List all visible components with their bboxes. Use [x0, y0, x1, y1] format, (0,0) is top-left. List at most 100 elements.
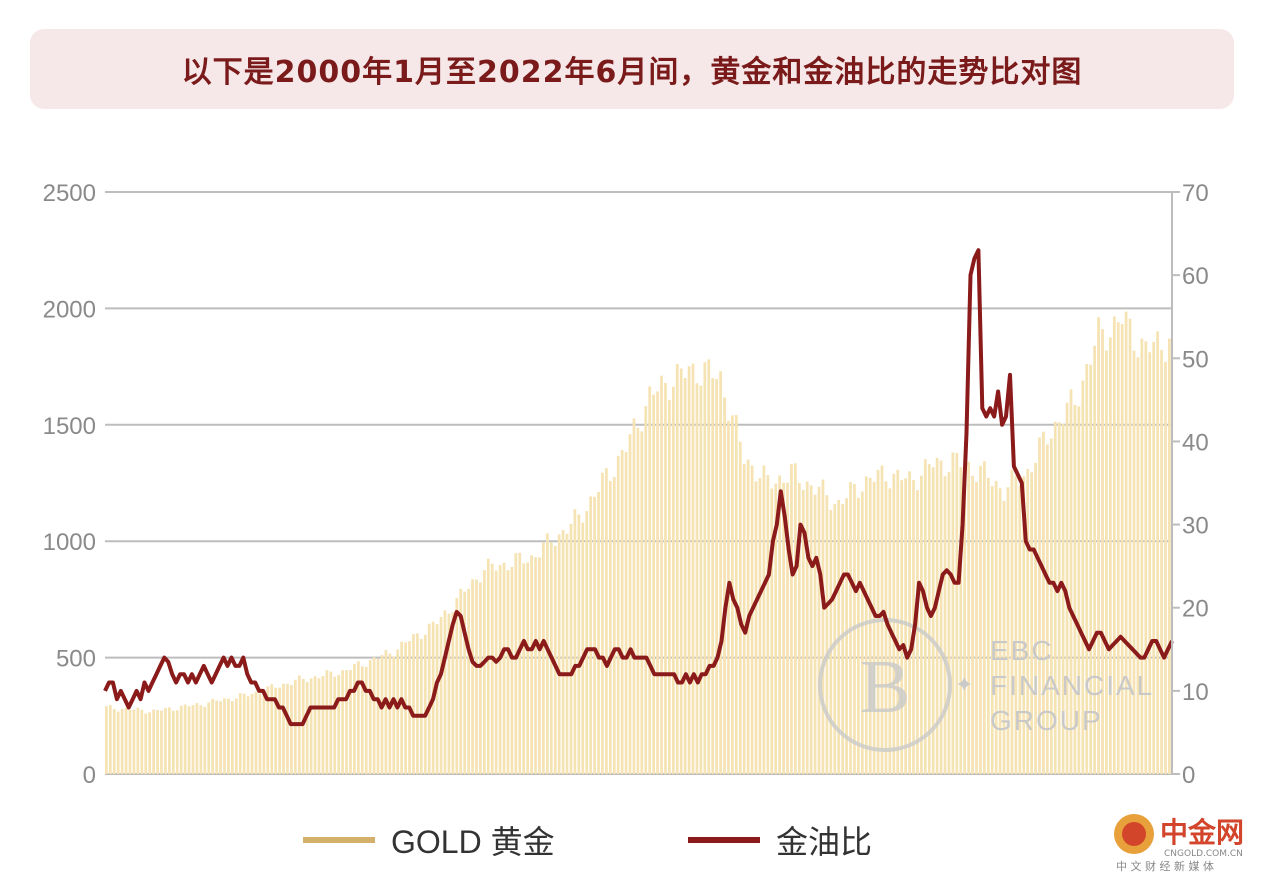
gold-bar	[1105, 350, 1108, 774]
gold-bar	[703, 362, 707, 774]
gold-bar	[329, 671, 333, 774]
gold-bar	[794, 463, 797, 774]
gold-bar	[542, 542, 545, 774]
gold-bar	[577, 514, 581, 774]
gold-bar	[951, 452, 955, 774]
gold-bar	[266, 686, 270, 774]
gold-bar	[262, 692, 266, 774]
gold-bar	[931, 467, 935, 774]
gold-bar	[766, 475, 770, 774]
gold-bar	[715, 378, 719, 774]
gold-bar	[368, 660, 372, 774]
gold-bar	[290, 684, 293, 774]
gold-bar	[486, 558, 490, 774]
gold-bar	[593, 496, 596, 774]
gold-bar	[943, 476, 947, 774]
gold-bar	[1081, 380, 1085, 774]
gold-bar	[534, 557, 537, 774]
gold-bar	[939, 460, 943, 774]
gold-bar	[412, 634, 415, 774]
gold-bar	[1034, 462, 1037, 774]
gold-bar	[983, 461, 986, 774]
gold-bar	[1116, 322, 1120, 774]
gold-bar	[392, 656, 396, 774]
gold-bar	[935, 458, 939, 774]
gold-bar	[959, 467, 963, 774]
gold-bar	[128, 709, 132, 774]
gold-bar	[864, 476, 868, 774]
gold-bar	[971, 475, 974, 774]
gold-bar	[860, 491, 864, 774]
gold-bar	[683, 377, 687, 774]
gold-bar	[105, 706, 108, 774]
gold-bar	[427, 623, 431, 774]
gold-bar	[416, 633, 419, 774]
gold-bar	[605, 468, 608, 774]
gold-bar	[376, 658, 380, 774]
gold-bar	[695, 383, 699, 774]
gold-bar	[979, 465, 982, 774]
gold-bar	[337, 674, 341, 774]
gold-bar	[656, 391, 659, 774]
gold-bar	[203, 706, 207, 774]
left-tick-label: 2500	[43, 180, 96, 207]
gold-bar	[1085, 364, 1089, 774]
gold-bar	[423, 634, 427, 774]
gold-bar	[490, 563, 494, 774]
gold-bar	[711, 378, 715, 774]
gold-bar	[707, 359, 711, 774]
gold-bar	[699, 385, 703, 774]
gold-bar	[857, 497, 860, 774]
gold-bar	[498, 564, 502, 774]
gold-bar	[723, 397, 726, 774]
left-axis: 0 500 1000 1500 2000 2500	[43, 180, 96, 789]
gold-bar	[234, 698, 238, 774]
gold-oil-ratio-line	[103, 248, 1174, 727]
gold-bar	[400, 641, 404, 774]
gold-bar	[754, 481, 758, 774]
gold-bar	[463, 591, 467, 774]
gold-bar	[620, 450, 624, 774]
gold-bar	[136, 707, 140, 774]
gold-bar	[1168, 338, 1171, 774]
gold-bar	[286, 683, 289, 774]
gold-bar	[1069, 389, 1073, 774]
gold-bar	[553, 545, 557, 774]
gold-bar	[164, 707, 167, 774]
gold-bar	[1077, 406, 1081, 774]
gold-bar	[1164, 361, 1167, 774]
gold-bar	[1038, 437, 1041, 774]
gold-bar	[762, 465, 766, 774]
gold-bar	[845, 498, 848, 774]
gold-bar	[278, 687, 281, 774]
legend-gold-label: GOLD 黄金	[391, 824, 555, 860]
right-axis: 0 10 20 30 40 50 60 70	[1171, 180, 1209, 789]
gold-bar	[1002, 500, 1006, 774]
gold-bar	[443, 610, 447, 774]
gold-bar	[616, 455, 620, 774]
right-tick-label: 10	[1182, 679, 1209, 706]
gold-bar	[345, 670, 348, 774]
gold-bar	[380, 655, 384, 774]
gold-bar	[459, 588, 463, 774]
gold-bar	[526, 562, 530, 774]
left-tick-label: 2000	[43, 296, 96, 323]
gold-bar	[608, 481, 612, 774]
gold-bar	[227, 698, 230, 774]
gold-bar	[1148, 352, 1152, 774]
gold-bar	[927, 464, 931, 774]
gold-bar	[652, 394, 656, 774]
gold-bar	[293, 679, 297, 774]
gold-bar	[1093, 345, 1096, 774]
gold-bar	[797, 482, 801, 774]
gold-bar	[738, 441, 742, 774]
gold-bar	[589, 496, 593, 774]
left-tick-label: 1500	[43, 413, 96, 440]
gold-bar	[1140, 338, 1144, 774]
title-banner: 以下是2000年1月至2022年6月间，黄金和金油比的走势比对图	[30, 29, 1234, 109]
cngold-logo: 中金网 CNGOLD.COM.CN 中 文 财 经 新 媒 体	[1114, 814, 1244, 873]
gold-bar	[1030, 472, 1033, 774]
gold-bar	[872, 481, 876, 774]
gold-bar	[900, 480, 904, 774]
